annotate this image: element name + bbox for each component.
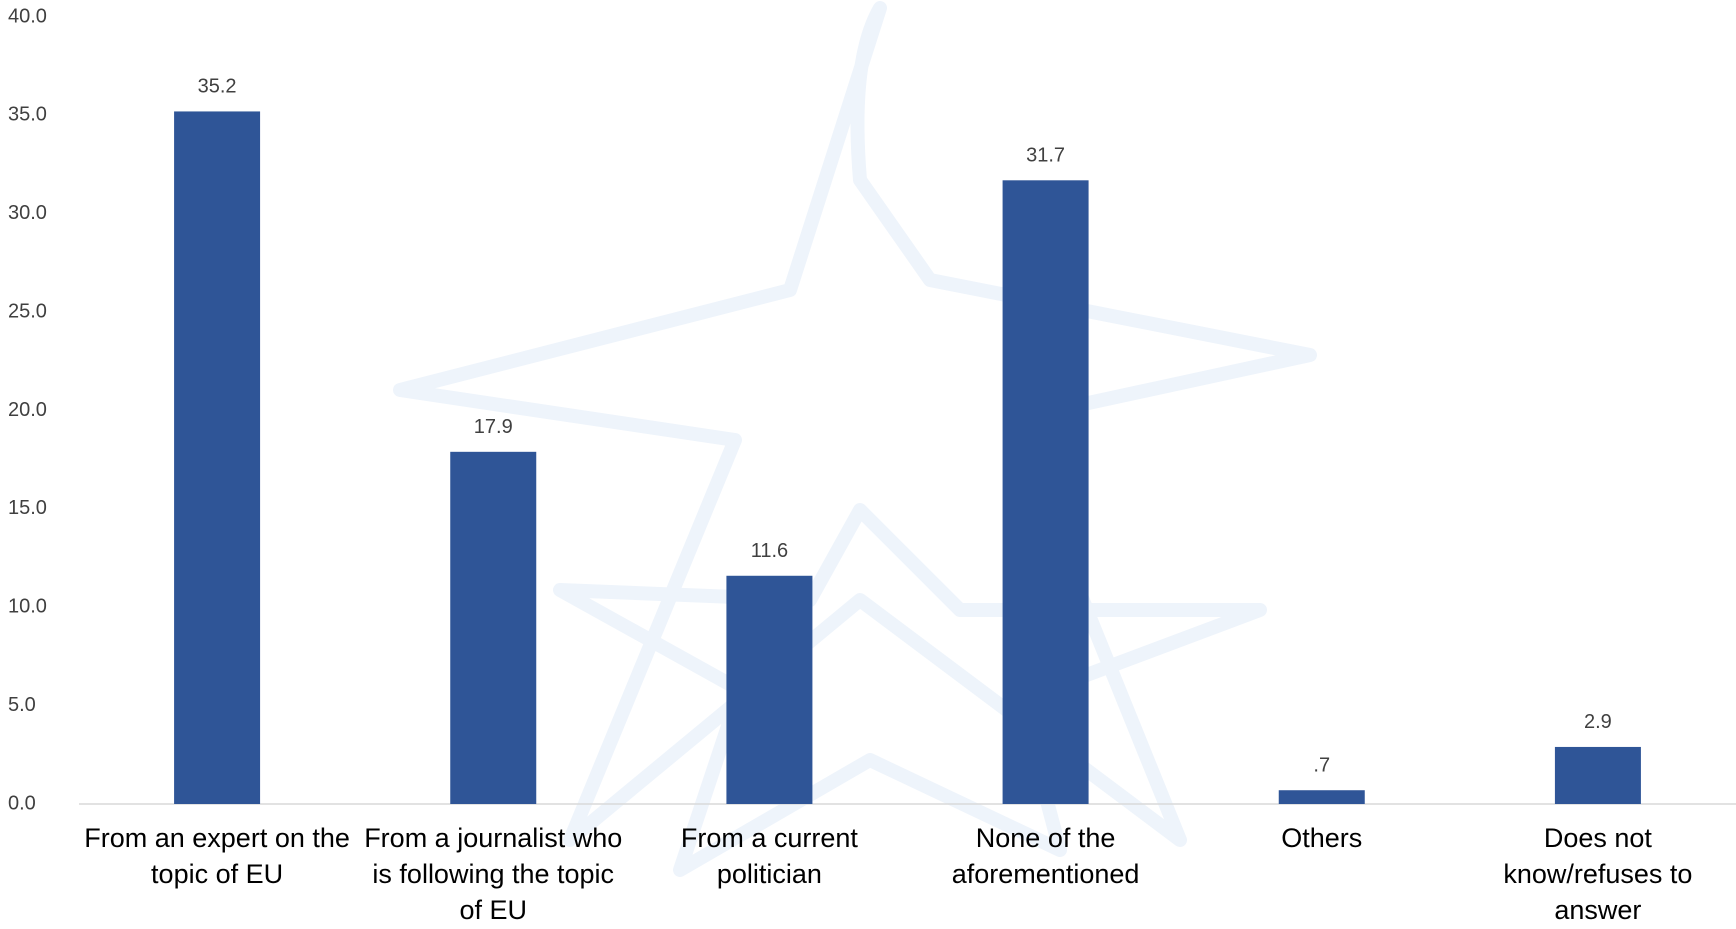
bar [1002,180,1089,805]
value-label: 2.9 [1584,711,1612,733]
bar [450,451,537,804]
bar [726,575,813,804]
x-tick-label: From an expert on the topic of EU [84,823,350,889]
x-tick-label: From a journalist who is following the t… [364,823,623,925]
bar [1278,790,1365,804]
x-tick-label: None of the aforementioned [951,823,1140,889]
y-tick-label: 15.0 [8,497,47,519]
y-tick-label: 5.0 [8,694,36,716]
watermark [393,1,1317,877]
y-tick-label: 10.0 [8,596,47,618]
value-label: 31.7 [1026,145,1065,167]
x-tick-label: Others [1281,823,1363,853]
value-label: 17.9 [474,416,513,438]
y-tick-label: 25.0 [8,300,47,322]
y-tick-label: 20.0 [8,399,47,421]
y-tick-label: 0.0 [8,792,36,814]
y-tick-label: 35.0 [8,104,47,126]
bar [174,111,261,804]
y-tick-label: 40.0 [8,5,47,27]
value-label: .7 [1313,755,1330,777]
x-tick-label: From a current politician [680,823,858,889]
value-label: 11.6 [751,540,788,562]
bar [1554,746,1641,804]
value-label: 35.2 [198,76,237,98]
y-tick-label: 30.0 [8,202,47,224]
x-tick-label: Does not know/refuses to answer [1503,823,1693,925]
